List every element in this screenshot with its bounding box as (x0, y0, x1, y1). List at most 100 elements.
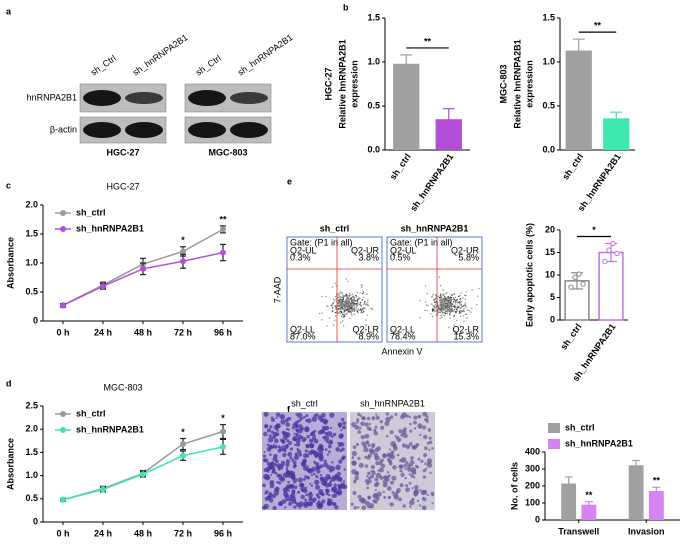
cell (405, 444, 411, 450)
lane-label: sh_hnRNPA2B1 (131, 32, 190, 77)
flow-dot (365, 324, 367, 326)
cell (367, 505, 371, 509)
cell (295, 434, 298, 437)
flow-dot (432, 295, 434, 297)
flow-dot (465, 305, 467, 307)
cell (281, 499, 287, 504)
cell (421, 505, 427, 511)
cell (331, 461, 334, 464)
cell (306, 475, 311, 480)
flow-dot (451, 308, 453, 310)
flow-dot (362, 312, 364, 314)
cell (387, 474, 391, 478)
flow-dot (456, 308, 459, 310)
flow-dot (470, 311, 472, 313)
cell (275, 486, 280, 492)
cell (354, 471, 360, 476)
cell (280, 419, 286, 425)
flow-dot (333, 324, 335, 326)
flow-dot (356, 292, 359, 294)
cell (269, 480, 275, 486)
image-label: sh_ctrl (291, 398, 318, 408)
flow-dot (433, 305, 436, 307)
flow-dot (339, 308, 342, 310)
flow-dot (321, 312, 323, 314)
cell (285, 498, 289, 502)
cell (394, 434, 397, 437)
flow-dot (364, 308, 366, 310)
cell (359, 414, 363, 418)
cell (364, 464, 369, 468)
cell (422, 468, 427, 473)
quadrant-name: Q2-UL (290, 245, 317, 255)
flow-dot (426, 310, 428, 312)
cell (382, 490, 385, 494)
cell (283, 449, 287, 453)
flow-dot (453, 310, 455, 312)
cell (325, 440, 329, 443)
flow-dot (454, 330, 456, 332)
data-point (180, 258, 186, 265)
cell (319, 464, 324, 469)
flow-dot (357, 312, 359, 314)
cell (373, 428, 377, 432)
cell (424, 462, 427, 466)
flow-dot (445, 305, 447, 307)
flow-x-label: Annexin V (381, 346, 422, 356)
flow-dot (442, 298, 444, 300)
cell (310, 446, 313, 449)
y-tick-label: 0.5 (25, 286, 38, 296)
significance: ** (219, 214, 227, 224)
cell (292, 460, 297, 465)
cell (411, 487, 414, 490)
cell (265, 466, 271, 472)
flow-dot (365, 303, 367, 305)
flow-dot (455, 301, 457, 304)
cell (282, 432, 285, 435)
cell (287, 480, 290, 484)
flow-dot (431, 308, 434, 310)
cell (422, 475, 426, 479)
cell (298, 505, 302, 509)
cell (422, 411, 428, 417)
flow-dot (346, 312, 348, 315)
flow-dot (326, 325, 328, 327)
cell (342, 484, 348, 490)
cell (371, 470, 376, 476)
flow-dot (356, 301, 358, 303)
flow-dot (463, 305, 465, 307)
flow-dot (331, 303, 334, 305)
cell (395, 435, 399, 440)
cell (416, 465, 419, 469)
y-tick-label: 2.0 (25, 424, 38, 434)
gate-label: Gate: (P1 in all) (290, 237, 353, 247)
cell (286, 439, 290, 443)
cell (380, 425, 385, 430)
cell (413, 420, 417, 425)
cell (309, 442, 313, 446)
cell (270, 473, 272, 476)
cell (388, 448, 391, 451)
flow-dot (433, 309, 435, 311)
cell (426, 441, 430, 445)
cell (379, 475, 384, 480)
cell (306, 418, 312, 424)
flow-dot (448, 302, 450, 305)
flow-dot (339, 297, 342, 300)
cell (308, 450, 313, 456)
cell (402, 504, 407, 508)
x-tick-label: Transwell (558, 526, 599, 536)
cell (275, 492, 279, 496)
flow-dot (435, 297, 437, 300)
cell (333, 483, 337, 487)
legend-marker (60, 226, 66, 232)
blot-band (230, 122, 268, 138)
flow-dot (334, 305, 336, 307)
cell (362, 444, 367, 448)
flow-dot (371, 308, 373, 310)
cell (305, 414, 309, 418)
cell (401, 457, 407, 463)
flow-dot (343, 295, 345, 298)
panel-label: c (6, 180, 11, 190)
legend-label: sh_hnRNPA2B1 (76, 223, 144, 233)
